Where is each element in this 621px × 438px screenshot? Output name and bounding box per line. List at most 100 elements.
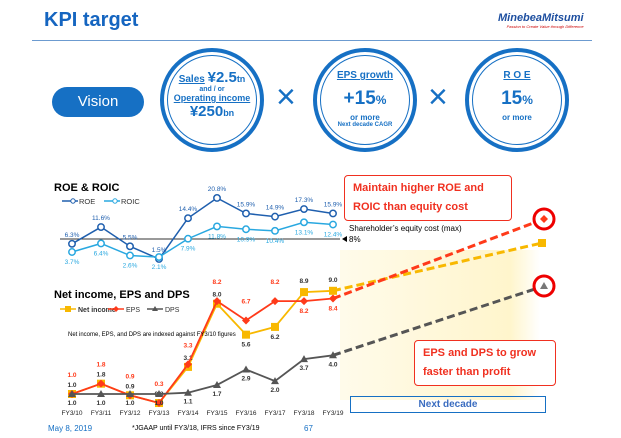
next-decade-label: Next decade [350, 396, 546, 413]
page-number: 67 [304, 424, 313, 433]
roe-callout: Maintain higher ROE and ROIC than equity… [344, 175, 512, 221]
title-divider [32, 40, 592, 41]
equity-cost-value: 8% [349, 235, 361, 244]
x-tick-label: FY3/13 [149, 410, 170, 417]
roic-label: 13.1% [295, 229, 314, 236]
eps-label: 8.2 [299, 308, 308, 315]
equity-cost-label: Shareholder’s equity cost (max) [349, 224, 462, 233]
net-income-label: 1.0 [67, 382, 76, 389]
dps-label: 1.0 [96, 400, 105, 407]
dps-point [97, 390, 105, 397]
net-income-label: 9.0 [328, 277, 337, 284]
dps-point [213, 380, 221, 388]
net-income-label: 1.8 [96, 372, 105, 379]
roic-label: 3.7% [65, 259, 80, 266]
roe-point [97, 223, 105, 231]
net-income-label: 6.2 [270, 334, 279, 341]
legend-marker-icon [152, 306, 158, 311]
net-income-label: 8.0 [212, 292, 221, 299]
net-income-label: 3.1 [183, 355, 192, 362]
dps-label: 1.0 [67, 400, 76, 407]
eps-point [271, 297, 279, 306]
roic-point [242, 225, 250, 234]
roic-label: 10.4% [266, 238, 285, 245]
roic-point [300, 218, 308, 227]
net-income-point [242, 330, 250, 339]
x-tick-label: FY3/11 [91, 410, 112, 417]
x-tick-label: FY3/15 [207, 410, 228, 417]
company-logo: MinebeaMitsumi Passion to Create Value th… [498, 12, 584, 29]
eps-target-circle: EPS growth +15% or more Next decade CAGR [313, 48, 417, 152]
roic-point [155, 253, 163, 262]
dps-label: 4.0 [328, 361, 337, 368]
roic-label: 2.6% [123, 262, 138, 269]
net-income-label: 0.9 [125, 383, 134, 390]
eps-label: 3.3 [183, 342, 192, 349]
roic-label: 7.9% [181, 246, 196, 253]
multiply-icon: × [276, 78, 296, 116]
roic-point [97, 239, 105, 248]
dps-point [329, 351, 337, 359]
roe-label: 6.3% [65, 232, 80, 239]
footer-note: *JGAAP until FY3/18, IFRS since FY3/19 [132, 425, 260, 432]
roic-point [184, 234, 192, 243]
dps-label: 3.7 [299, 365, 308, 372]
roe-point [184, 214, 192, 223]
roe-label: 17.3% [295, 197, 314, 204]
dps-point [155, 390, 163, 397]
dps-label: 1.1 [183, 399, 192, 406]
eps-point [155, 399, 163, 408]
roe-point [329, 209, 337, 218]
projection-line [332, 284, 545, 357]
dps-point [68, 390, 76, 397]
roe-label: 14.4% [179, 206, 198, 213]
roe-label: 15.9% [237, 201, 256, 208]
eps-point [300, 297, 308, 306]
eps-label: 8.2 [212, 279, 221, 286]
eps-point [97, 379, 105, 388]
net-income-target-marker [538, 239, 546, 247]
dps-point [271, 377, 279, 385]
legend-label: Net income [78, 307, 116, 314]
vision-button[interactable]: Vision [52, 87, 144, 117]
roic-point [68, 248, 76, 256]
legend-marker-icon [113, 306, 119, 312]
eps-point [242, 316, 250, 325]
roe-point [213, 194, 221, 202]
legend-marker-icon [112, 198, 118, 204]
roe-point [242, 209, 250, 218]
x-tick-label: FY3/10 [62, 410, 83, 417]
net-income-label: 8.9 [299, 278, 308, 285]
footer-date: May 8, 2019 [48, 424, 93, 433]
x-tick-label: FY3/18 [294, 410, 315, 417]
roe-point [68, 239, 76, 248]
equity-cost-arrow-icon [342, 236, 347, 242]
roic-label: 6.4% [94, 250, 109, 257]
sales-target-circle: Sales ¥2.5tn and / or Operating income ¥… [160, 48, 264, 152]
eps-line [71, 297, 334, 405]
index-note: Net income, EPS, and DPS are indexed aga… [68, 332, 236, 338]
page-title: KPI target [44, 9, 139, 31]
net-income-point [271, 322, 279, 331]
eps-point [213, 297, 221, 306]
projection-line [332, 217, 545, 300]
dps-label: 1.0 [154, 400, 163, 407]
chart-title-eps: Net income, EPS and DPS [54, 289, 190, 301]
legend-marker-icon [70, 198, 76, 204]
dps-label: 1.7 [212, 391, 221, 398]
x-tick-label: FY3/19 [323, 410, 344, 417]
roe-point [126, 242, 134, 251]
net-income-point [300, 288, 308, 297]
roic-point [271, 226, 279, 235]
x-tick-label: FY3/14 [178, 410, 199, 417]
eps-point [329, 294, 337, 303]
x-tick-label: FY3/16 [236, 410, 257, 417]
roe-label: 1.5% [152, 247, 167, 254]
legend-label: EPS [126, 307, 140, 314]
dps-point [300, 355, 308, 363]
legend-label: ROE [79, 197, 95, 206]
roic-label: 11.8% [208, 233, 226, 240]
roic-label: 10.9% [237, 236, 256, 243]
roe-label: 14.9% [266, 205, 285, 212]
eps-label: 0.9 [125, 373, 134, 380]
